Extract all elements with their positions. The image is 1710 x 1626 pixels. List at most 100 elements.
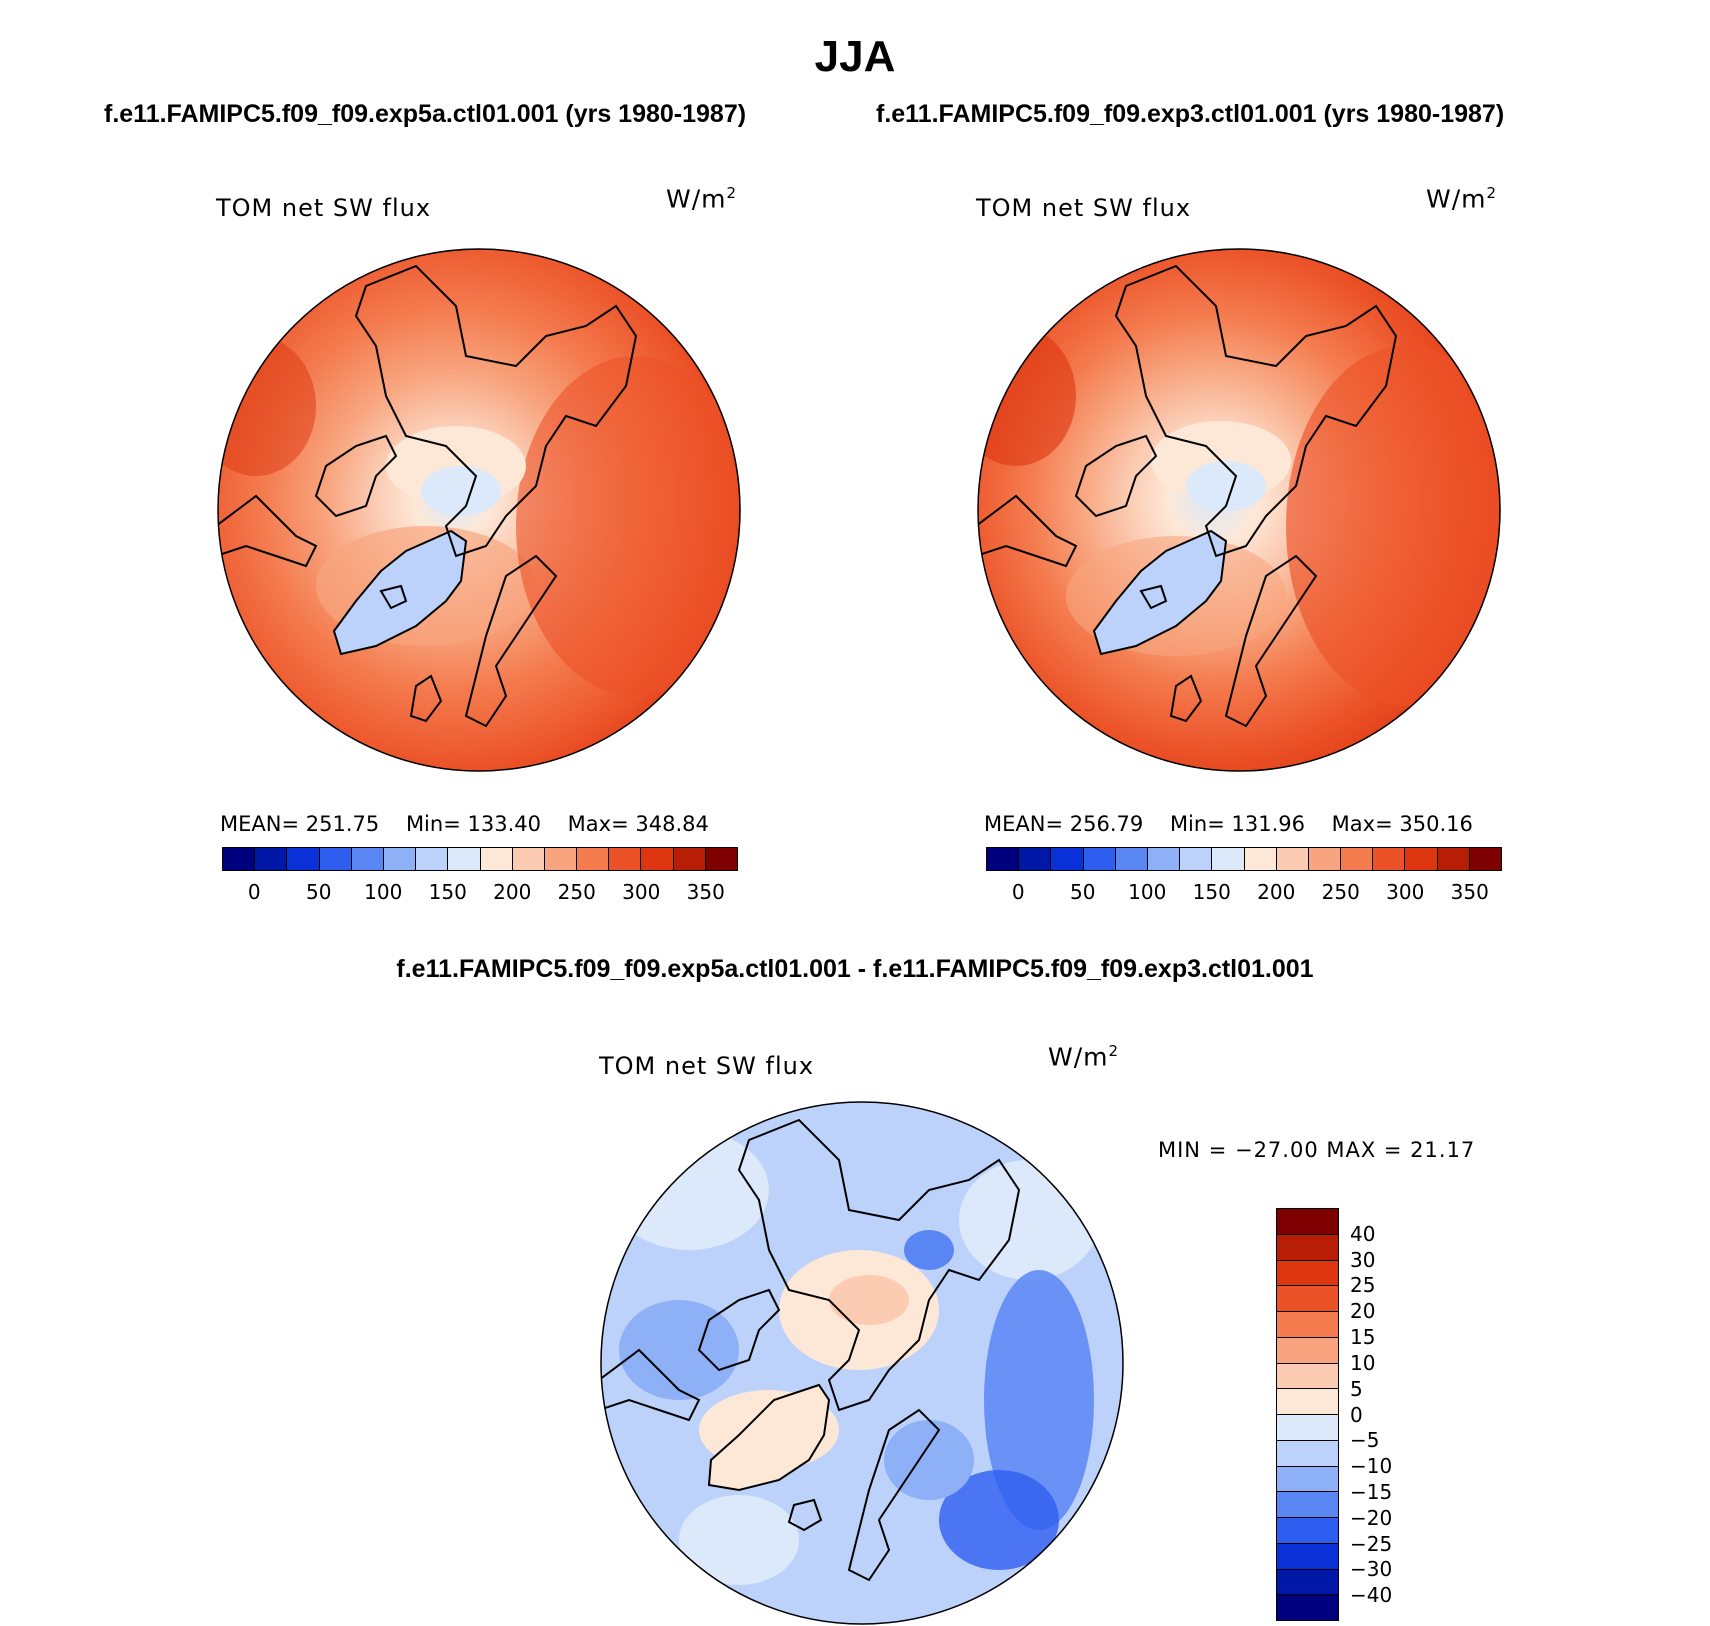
colorbar-swatch <box>351 848 384 870</box>
greenland-landmass <box>1092 529 1228 656</box>
colorbar-swatch <box>1276 848 1309 870</box>
panel-b-stats: MEAN= 256.79 Min= 131.96 Max= 350.16 <box>984 812 1473 836</box>
colorbar-swatch <box>1469 848 1501 870</box>
colorbar-swatch <box>255 848 288 870</box>
colorbar-swatch <box>673 848 706 870</box>
colorbar-swatch <box>383 848 417 870</box>
colorbar-swatch <box>1277 1415 1338 1441</box>
colorbar-swatch <box>480 848 513 870</box>
colorbar-tick-label: 100 <box>1128 880 1167 904</box>
colorbar-tick-label: −30 <box>1350 1557 1393 1582</box>
colorbar-tick-label: 0 <box>247 880 261 904</box>
panel-a-units: W/m2 <box>666 184 738 214</box>
panel-b-colorbar <box>986 847 1502 871</box>
difference-title: f.e11.FAMIPC5.f09_f09.exp5a.ctl01.001 - … <box>396 955 1314 983</box>
panel-a-colorbar <box>222 847 738 871</box>
colorbar-tick-label: −15 <box>1350 1479 1393 1504</box>
colorbar-tick-label: 15 <box>1350 1325 1376 1350</box>
case-b-title: f.e11.FAMIPC5.f09_f09.exp3.ctl01.001 (yr… <box>876 100 1505 128</box>
colorbar-tick-label: 150 <box>428 880 467 904</box>
colorbar-tick-label: 20 <box>1350 1299 1376 1324</box>
colorbar-tick-label: −5 <box>1350 1428 1380 1453</box>
colorbar-tick-label: 200 <box>493 880 532 904</box>
colorbar-tick-label: 150 <box>1192 880 1231 904</box>
colorbar-swatch <box>1244 848 1277 870</box>
colorbar-swatch <box>987 848 1020 870</box>
panel-a-title: TOM net SW flux <box>216 194 432 222</box>
colorbar-tick-label: 300 <box>622 880 661 904</box>
colorbar-tick-label: 200 <box>1257 880 1296 904</box>
colorbar-swatch <box>319 848 352 870</box>
colorbar-swatch <box>1277 1312 1338 1338</box>
colorbar-swatch <box>1277 1518 1338 1544</box>
diff-panel-colorbar <box>1276 1208 1339 1621</box>
colorbar-tick-label: 100 <box>364 880 403 904</box>
colorbar-swatch <box>1277 1234 1338 1261</box>
colorbar-swatch <box>544 848 578 870</box>
diff-panel-minmax: MIN = −27.00 MAX = 21.17 <box>1158 1138 1476 1162</box>
colorbar-swatch <box>577 848 610 870</box>
colorbar-swatch <box>1180 848 1213 870</box>
colorbar-tick-label: 50 <box>1070 880 1096 904</box>
colorbar-tick-label: 0 <box>1350 1402 1363 1427</box>
colorbar-tick-label: 350 <box>686 880 725 904</box>
colorbar-tick-label: 5 <box>1350 1376 1363 1401</box>
colorbar-swatch <box>416 848 449 870</box>
colorbar-tick-label: −10 <box>1350 1454 1393 1479</box>
colorbar-swatch <box>1277 1440 1338 1467</box>
colorbar-swatch <box>1341 848 1374 870</box>
colorbar-swatch <box>1277 1595 1338 1620</box>
colorbar-swatch <box>1019 848 1052 870</box>
panel-b-title: TOM net SW flux <box>976 194 1192 222</box>
colorbar-swatch <box>1277 1569 1338 1596</box>
colorbar-tick-label: −20 <box>1350 1505 1393 1530</box>
colorbar-tick-label: 25 <box>1350 1273 1376 1298</box>
colorbar-swatch <box>1277 1543 1338 1570</box>
colorbar-swatch <box>1405 848 1438 870</box>
colorbar-tick-label: 250 <box>1321 880 1360 904</box>
diff-panel-colorbar-ticks: 40 30 25 20 15 10 5 0 −5 −10 −15 −20 −25 −30 −40 <box>1350 1208 1430 1621</box>
colorbar-tick-label: 0 <box>1011 880 1025 904</box>
colorbar-swatch <box>1277 1286 1338 1312</box>
panel-b-map <box>977 248 1501 772</box>
colorbar-swatch <box>1373 848 1406 870</box>
case-a-title: f.e11.FAMIPC5.f09_f09.exp5a.ctl01.001 (y… <box>104 100 747 128</box>
panel-a-map <box>217 248 741 772</box>
figure-title: JJA <box>814 32 896 81</box>
colorbar-swatch <box>1277 1492 1338 1518</box>
colorbar-tick-label: 250 <box>557 880 596 904</box>
colorbar-tick-label: 30 <box>1350 1247 1376 1272</box>
panel-b-colorbar-ticks: 0 50 100 150 200 250 300 350 <box>986 880 1502 910</box>
colorbar-swatch <box>448 848 481 870</box>
colorbar-swatch <box>1277 1260 1338 1287</box>
colorbar-swatch <box>1277 1209 1338 1235</box>
colorbar-swatch <box>1277 1389 1338 1415</box>
colorbar-tick-label: −25 <box>1350 1531 1393 1556</box>
colorbar-swatch <box>641 848 674 870</box>
colorbar-swatch <box>223 848 256 870</box>
colorbar-swatch <box>512 848 545 870</box>
colorbar-swatch <box>1051 848 1084 870</box>
greenland-landmass <box>707 1383 831 1492</box>
diff-panel-units: W/m2 <box>1048 1042 1120 1072</box>
colorbar-swatch <box>1277 1363 1338 1390</box>
colorbar-swatch <box>1308 848 1342 870</box>
colorbar-swatch <box>1437 848 1470 870</box>
colorbar-tick-label: 350 <box>1450 880 1489 904</box>
colorbar-swatch <box>705 848 737 870</box>
colorbar-tick-label: 300 <box>1386 880 1425 904</box>
colorbar-tick-label: 10 <box>1350 1350 1376 1375</box>
panel-b-units: W/m2 <box>1426 184 1498 214</box>
diff-panel-title: TOM net SW flux <box>599 1052 815 1080</box>
colorbar-tick-label: 50 <box>306 880 332 904</box>
colorbar-swatch <box>1212 848 1245 870</box>
colorbar-swatch <box>1147 848 1181 870</box>
colorbar-swatch <box>1277 1466 1338 1493</box>
colorbar-swatch <box>1083 848 1116 870</box>
colorbar-tick-label: −40 <box>1350 1583 1393 1608</box>
panel-a-stats: MEAN= 251.75 Min= 133.40 Max= 348.84 <box>220 812 709 836</box>
colorbar-swatch <box>287 848 320 870</box>
colorbar-tick-label: 40 <box>1350 1221 1376 1246</box>
colorbar-swatch <box>1115 848 1148 870</box>
diff-panel-map <box>600 1101 1124 1625</box>
